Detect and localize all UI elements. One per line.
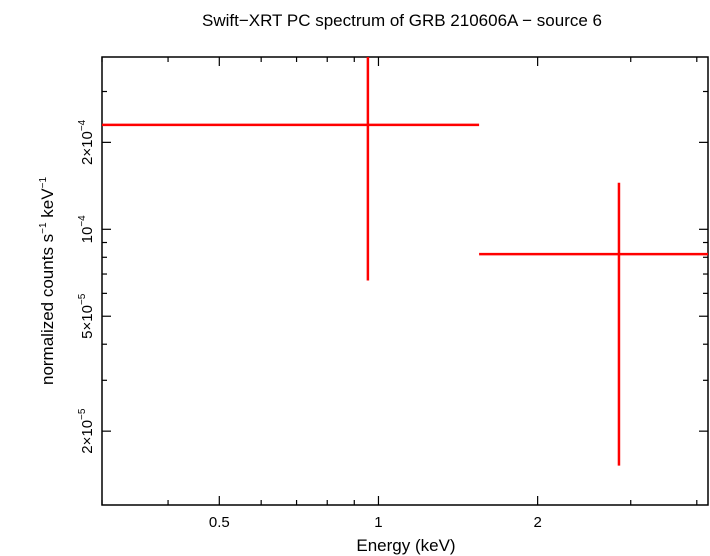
x-axis-tick-labels: 0.5 1 2 xyxy=(209,514,542,531)
chart-title: Swift−XRT PC spectrum of GRB 210606A − s… xyxy=(202,11,602,30)
y-axis-tick-labels: 2×10−5 5×10−5 10−4 2×10−4 xyxy=(77,119,96,453)
y-axis-label-sup1: −1 xyxy=(38,222,49,234)
x-tick-label: 0.5 xyxy=(209,514,230,531)
y-axis-label-base: normalized counts s xyxy=(38,234,57,385)
x-tick-label: 2 xyxy=(533,514,541,531)
x-tick-label: 1 xyxy=(374,514,382,531)
y-axis-label: normalized counts s−1 keV−1 xyxy=(38,177,57,385)
y-axis-label-middle: keV xyxy=(38,188,57,223)
y-axis-ticks xyxy=(102,90,708,432)
y-tick-label: 10−4 xyxy=(77,215,96,244)
y-tick-label: 2×10−4 xyxy=(77,119,96,165)
plot-frame xyxy=(101,56,709,506)
y-tick-label: 5×10−5 xyxy=(77,293,96,339)
x-axis-label: Energy (keV) xyxy=(356,536,455,555)
x-axis-ticks xyxy=(101,57,698,505)
data-series xyxy=(102,57,708,466)
y-tick-label: 2×10−5 xyxy=(77,408,96,454)
y-axis-label-sup2: −1 xyxy=(38,177,49,189)
